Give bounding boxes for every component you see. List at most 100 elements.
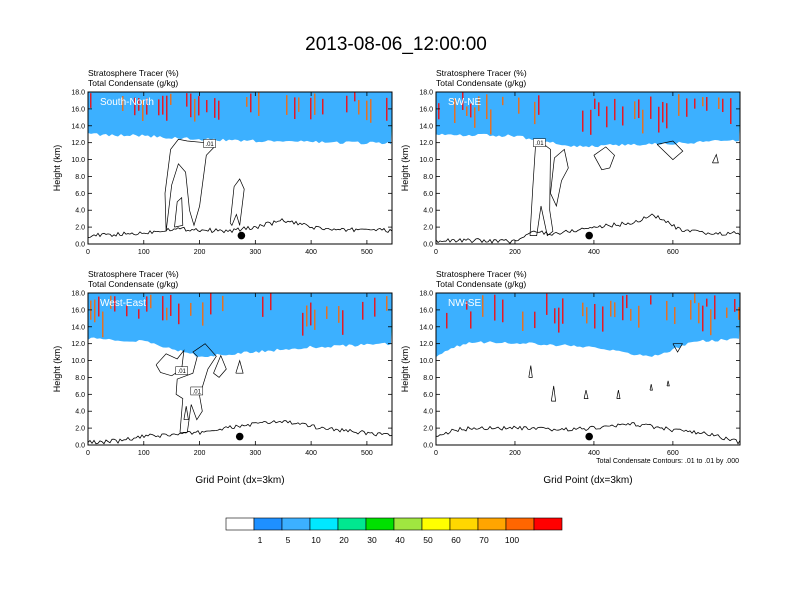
x-tick-label: 100: [138, 450, 150, 457]
y-tick-label: 4.0: [423, 208, 433, 215]
x-tick-label: 600: [667, 249, 679, 256]
terrain-line: [88, 218, 392, 239]
y-tick-label: 14.0: [71, 324, 85, 331]
y-tick-label: 4.0: [423, 409, 433, 416]
tracer-streak: [582, 110, 584, 132]
legend-label: 60: [451, 535, 461, 545]
tracer-streak: [170, 294, 172, 316]
condensate-contour: [666, 380, 670, 387]
y-tick-label: 8.0: [423, 375, 433, 382]
condensate-contour: [235, 359, 244, 374]
tracer-streak: [638, 305, 640, 328]
tracer-streak: [302, 312, 304, 336]
x-tick-label: 200: [194, 249, 206, 256]
x-tick-label: 500: [361, 450, 373, 457]
tracer-streak: [122, 96, 124, 111]
y-tick-label: 8.0: [75, 174, 85, 181]
y-axis-label: Height (km): [400, 145, 410, 192]
tracer-streak: [666, 103, 668, 129]
y-tick-label: 14.0: [71, 123, 85, 130]
x-axis: 0 200 400 600 Grid Point (dx=3km): [434, 293, 679, 486]
x-tick-label: 0: [434, 249, 438, 256]
terrain-line: [88, 420, 392, 445]
y-tick-label: 2.0: [423, 225, 433, 232]
contour-label-box: [533, 138, 546, 147]
tracer-streak: [650, 96, 652, 119]
y-tick-label: 12.0: [419, 341, 433, 348]
tracer-streak: [482, 295, 484, 317]
tracer-streak: [454, 98, 456, 124]
tracer-bands: [436, 293, 740, 358]
legend-swatch: [281, 517, 311, 531]
figure-title: 2013-08-06_12:00:00: [305, 34, 487, 55]
panel-nw-se: Stratosphere Tracer (%)Total Condensate …: [400, 269, 741, 486]
legend-label: 70: [479, 535, 489, 545]
tracer-streak: [294, 97, 296, 120]
y-tick-label: 16.0: [419, 106, 433, 113]
subtitle-condensate: Total Condensate (g/kg): [436, 78, 526, 88]
y-tick-label: 12.0: [71, 341, 85, 348]
tracer-streak: [534, 311, 536, 329]
condensate-contour: [550, 385, 556, 402]
tracer-streak: [446, 312, 448, 329]
y-axis-label: Height (km): [400, 346, 410, 393]
y-tick-label: 6.0: [75, 191, 85, 198]
y-tick-label: 0.0: [423, 443, 433, 450]
tracer-streak: [374, 297, 376, 317]
x-tick-label: 200: [194, 450, 206, 457]
tracer-streak: [98, 296, 100, 317]
tracer-streak: [738, 307, 740, 320]
tracer-streak: [150, 294, 152, 309]
subtitle-condensate: Total Condensate (g/kg): [88, 279, 178, 289]
tracer-streak: [714, 295, 716, 320]
tracer-streak: [190, 302, 192, 316]
condensate-contour: [528, 365, 533, 378]
y-tick-label: 14.0: [419, 324, 433, 331]
y-tick-label: 18.0: [419, 291, 433, 298]
tracer-streak: [726, 307, 728, 318]
y-tick-label: 8.0: [423, 174, 433, 181]
plot-field: .01: [436, 92, 740, 244]
y-axis: 0.0 2.0 4.0 6.0 8.0 10.0 12.0 14.0 16.0 18.0 Heigh…: [52, 90, 392, 249]
tracer-streak: [586, 307, 588, 324]
contour-label: .01: [193, 389, 202, 395]
tracer-streak: [486, 94, 488, 120]
legend-label: 10: [311, 535, 321, 545]
tracer-streak: [346, 95, 348, 113]
tracer-streak: [246, 97, 248, 107]
terrain-line: [436, 422, 740, 445]
tracer-streak: [502, 96, 504, 106]
panel-label: NW-SE: [448, 298, 481, 309]
tracer-bands: [88, 293, 392, 357]
x-tick-label: 0: [86, 450, 90, 457]
tracer-streak: [178, 303, 180, 325]
tracer-streak: [702, 97, 704, 107]
legend-label: 5: [286, 535, 291, 545]
tracer-streak: [166, 307, 168, 321]
tracer-band-level-1: [88, 92, 392, 145]
tracer-streak: [470, 103, 472, 118]
y-tick-label: 10.0: [71, 358, 85, 365]
tracer-streaks: [438, 92, 732, 135]
tracer-streak: [666, 300, 668, 321]
plot-field: .01 .01: [88, 293, 392, 445]
tracer-streak: [338, 306, 340, 323]
tracer-streak: [554, 308, 556, 324]
tracer-streak: [466, 301, 468, 310]
tracer-streak: [658, 106, 660, 133]
legend-label: 40: [395, 535, 405, 545]
condensate-contour: [164, 138, 216, 232]
y-axis-label: Height (km): [52, 346, 62, 393]
tracer-streak: [166, 95, 168, 121]
tracer-streak: [562, 298, 564, 324]
legend-swatch: [225, 517, 255, 531]
y-tick-label: 16.0: [71, 106, 85, 113]
tracer-streak: [590, 109, 592, 135]
condensate-contour: [583, 390, 589, 399]
tracer-streak: [678, 94, 680, 116]
y-tick-label: 2.0: [423, 426, 433, 433]
tracer-streak: [734, 299, 736, 312]
y-axis-label: Height (km): [52, 145, 62, 192]
tracer-streak: [518, 97, 520, 114]
